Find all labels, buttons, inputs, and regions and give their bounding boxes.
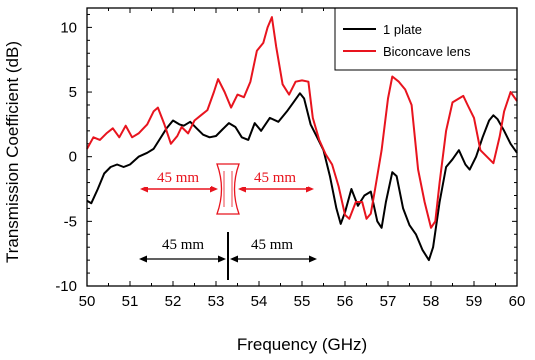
x-tick-label-52: 52 [165, 293, 182, 310]
y-axis-label: Transmission Coefficient (dB) [3, 41, 22, 263]
black-right-arrowhead-right [309, 255, 317, 263]
legend-box [334, 7, 518, 71]
y-tick-label-0: 0 [69, 149, 77, 166]
x-tick-label-55: 55 [294, 293, 311, 310]
y-tick-labels: -10 -5 0 5 10 [55, 19, 77, 295]
x-tick-label-58: 58 [423, 293, 440, 310]
plot-frame [86, 7, 518, 287]
red-right-label-bg [242, 167, 308, 187]
series-layer [86, 16, 518, 262]
black-left-arrowhead-left [139, 255, 147, 263]
black-right-label: 45 mm [251, 237, 293, 253]
red-right-label: 45 mm [254, 170, 296, 186]
legend: 1 plate Biconcave lens [334, 7, 518, 71]
legend-label-1-plate: 1 plate [383, 22, 422, 37]
series-line-one-plate [86, 92, 518, 262]
red-left-label-bg [145, 167, 211, 187]
x-tick-label-60: 60 [509, 293, 526, 310]
black-right-arrowhead-left [230, 255, 238, 263]
red-left-arrowhead-left [140, 185, 148, 193]
x-tick-label-56: 56 [337, 293, 354, 310]
red-left-label: 45 mm [157, 170, 199, 186]
y-tick-label--10: -10 [55, 278, 77, 295]
legend-label-biconcave-lens: Biconcave lens [383, 44, 471, 59]
black-left-arrowhead-right [218, 255, 226, 263]
x-tick-label-53: 53 [208, 293, 225, 310]
series-line-biconcave-lens [86, 16, 518, 229]
black-left-label: 45 mm [162, 237, 204, 253]
y-tick-label--5: -5 [64, 213, 77, 230]
biconcave-lens-icon [216, 163, 240, 215]
red-right-arrowhead-right [306, 185, 314, 193]
x-tick-labels: 50 51 52 53 54 55 56 57 58 59 60 [79, 293, 526, 310]
x-tick-label-51: 51 [122, 293, 139, 310]
x-tick-label-54: 54 [251, 293, 268, 310]
y-tick-label-5: 5 [69, 84, 77, 101]
x-tick-label-59: 59 [466, 293, 483, 310]
red-left-arrowhead-right [210, 185, 218, 193]
lens-annotation: 45 mm 45 mm [140, 163, 314, 215]
x-tick-label-57: 57 [380, 293, 397, 310]
y-tick-label-10: 10 [60, 19, 77, 36]
plate-annotation: 45 mm 45 mm [139, 232, 317, 280]
x-axis-label: Frequency (GHz) [237, 335, 367, 354]
red-right-arrowhead-left [238, 185, 246, 193]
x-tick-label-50: 50 [79, 293, 96, 310]
